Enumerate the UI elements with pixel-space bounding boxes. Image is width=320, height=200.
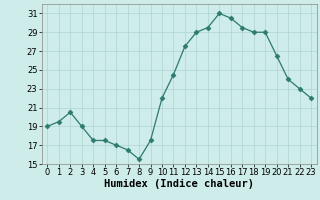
- X-axis label: Humidex (Indice chaleur): Humidex (Indice chaleur): [104, 179, 254, 189]
